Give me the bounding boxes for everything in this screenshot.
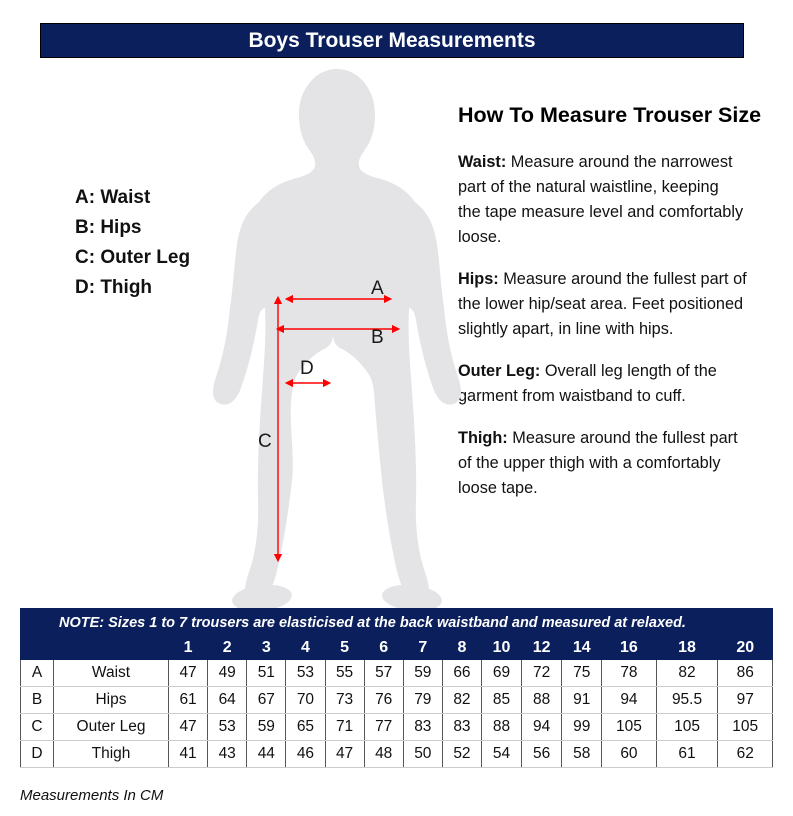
svg-text:A: A	[371, 278, 384, 299]
svg-text:C: C	[258, 431, 272, 452]
svg-text:B: B	[371, 327, 384, 348]
svg-text:D: D	[300, 358, 314, 379]
